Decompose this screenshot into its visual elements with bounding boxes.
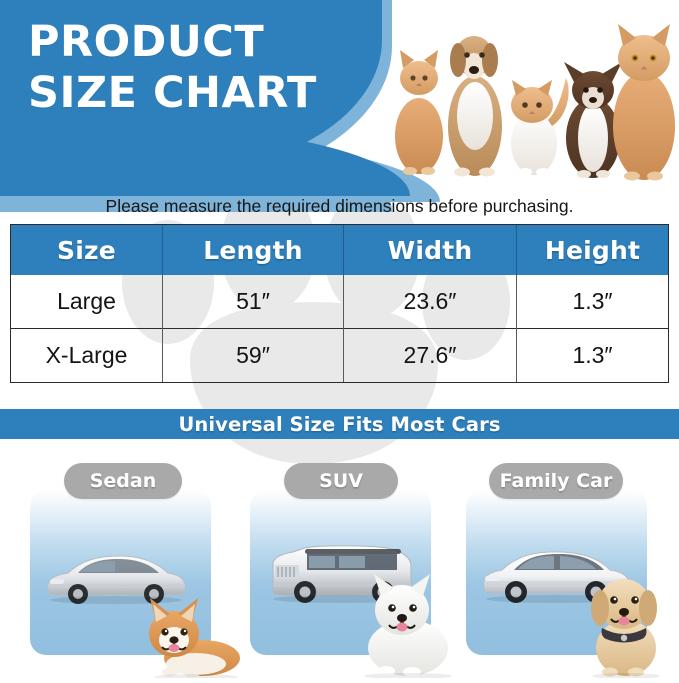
column-header-length: Length <box>162 225 344 275</box>
vehicle-cards-section: Sedan SUV Family Car <box>0 452 679 680</box>
universal-size-banner: Universal Size Fits Most Cars <box>0 409 679 439</box>
cell-size: X-Large <box>11 328 163 382</box>
cell-height: 1.3″ <box>572 288 613 314</box>
page-title: PRODUCT SIZE CHART <box>28 17 378 118</box>
column-header-width: Width <box>343 225 517 275</box>
vehicle-label-suv: SUV <box>284 463 398 499</box>
page-title-line2: SIZE CHART <box>28 67 317 118</box>
universal-size-banner-text: Universal Size Fits Most Cars <box>178 412 501 436</box>
exotic-shorthair-kitten <box>511 78 569 176</box>
silver-sedan-car-icon <box>42 548 190 604</box>
chihuahua-dog <box>564 62 622 178</box>
cell-size: Large <box>11 275 163 329</box>
cell-height: 1.3″ <box>516 328 668 382</box>
measure-instruction: Please measure the required dimensions b… <box>105 196 574 216</box>
cell-length: 51″ <box>162 275 344 329</box>
golden-retriever-puppy-icon <box>580 562 672 679</box>
cell-width: 23.6″ <box>343 275 517 329</box>
vehicle-label-sedan: Sedan <box>64 463 182 499</box>
header-wave <box>0 118 410 196</box>
white-suv-car-icon <box>265 538 417 604</box>
table-row: Large 51″ 23.6″ 1.3″ <box>11 275 668 329</box>
column-header-size: Size <box>11 225 163 275</box>
header-banner: PRODUCT SIZE CHART <box>0 0 679 212</box>
beagle-dog <box>448 36 502 177</box>
vehicle-label-family-car: Family Car <box>489 463 623 499</box>
pets-photo-group <box>392 8 676 184</box>
cell-length: 59″ <box>162 328 344 382</box>
large-orange-cat <box>613 24 675 181</box>
table-row: X-Large 59″ 27.6″ 1.3″ <box>11 328 668 382</box>
corgi-dog-icon <box>140 592 244 680</box>
orange-tabby-cat <box>395 50 443 175</box>
size-chart-table: Size Length Width Height Large 51″ 23.6″… <box>10 224 669 383</box>
table-header-row: Size Length Width Height <box>11 225 668 275</box>
samoyed-dog-icon <box>356 570 456 679</box>
column-header-height: Height <box>516 225 668 275</box>
cell-width: 27.6″ <box>343 328 517 382</box>
page-title-line1: PRODUCT <box>28 17 265 67</box>
